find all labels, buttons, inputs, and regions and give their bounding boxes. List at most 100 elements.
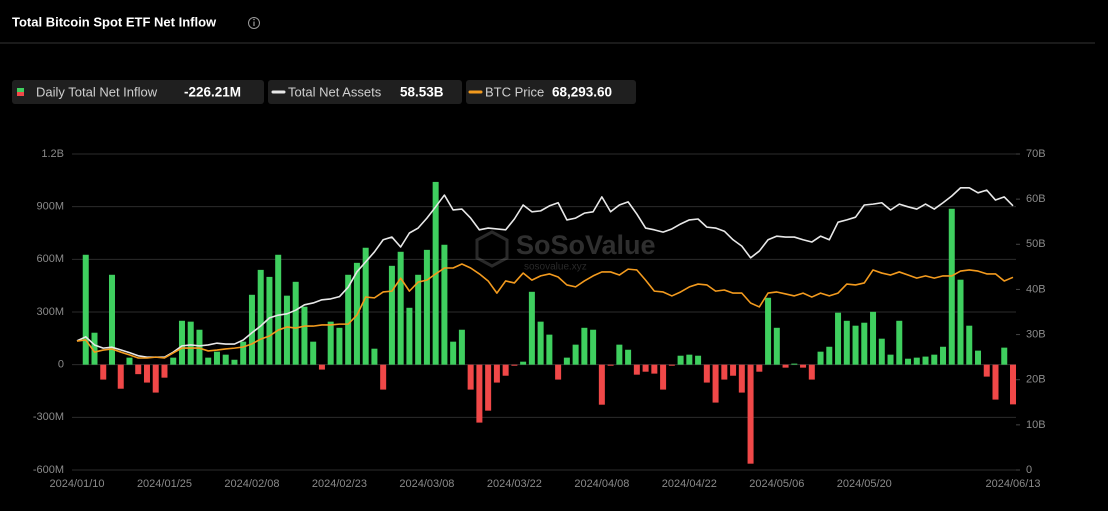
bar (738, 364, 745, 393)
y2-tick-label: 60B (1026, 193, 1046, 205)
y-tick-label: 0 (58, 359, 64, 371)
legend-item[interactable]: BTC Price 68,293.60 (466, 80, 636, 104)
bar (187, 321, 194, 365)
bar (843, 320, 850, 365)
bar (213, 351, 220, 365)
bar (222, 354, 229, 365)
bar (205, 357, 212, 365)
y2-tick-label: 10B (1026, 419, 1046, 431)
legend-label: Total Net Assets (288, 84, 382, 99)
bar (983, 364, 990, 377)
bar (931, 354, 938, 365)
watermark: SoSoValue sosovalue.xyz (475, 230, 656, 273)
bar (686, 354, 693, 365)
grid: 1.2B 900M 600M 300M 0 -300M -600M 70B 60B 50B 40B 3… (33, 148, 1046, 490)
bar (135, 364, 142, 375)
bar (695, 355, 702, 365)
bar (940, 346, 947, 365)
bar (808, 364, 815, 380)
bar (555, 364, 562, 380)
bar (450, 341, 457, 365)
legend-label: BTC Price (485, 84, 544, 99)
bar (82, 254, 89, 365)
x-tick-label: 2024/02/23 (312, 478, 367, 490)
bar (511, 364, 518, 366)
x-tick-label: 2024/05/06 (749, 478, 804, 490)
watermark-brand: SoSoValue (516, 230, 656, 260)
legend-value: 68,293.60 (552, 85, 612, 100)
bar (791, 363, 798, 365)
bar (108, 274, 115, 365)
bar (905, 358, 912, 365)
bar (992, 364, 999, 400)
bar (240, 341, 247, 365)
bar (633, 364, 640, 375)
bar (380, 364, 387, 390)
y2-tick-label: 40B (1026, 283, 1046, 295)
bar (975, 350, 982, 365)
bar (318, 364, 325, 370)
bar (616, 344, 623, 365)
bar (896, 320, 903, 365)
bar (817, 351, 824, 365)
bar (861, 322, 868, 365)
bar (572, 344, 579, 365)
bar (800, 364, 807, 368)
y-tick-label: 900M (36, 201, 64, 213)
bar (913, 357, 920, 365)
bar (756, 364, 763, 372)
bar (721, 364, 728, 380)
bar (520, 361, 527, 365)
bar (161, 364, 168, 378)
bar (336, 327, 343, 365)
bar (703, 364, 710, 383)
bar (126, 357, 133, 365)
bar (178, 320, 185, 365)
bar (248, 294, 255, 365)
bar (467, 364, 474, 390)
x-tick-label: 2024/03/22 (487, 478, 542, 490)
bar (345, 274, 352, 365)
bar (388, 265, 395, 365)
bar (782, 364, 789, 368)
y-tick-label: 1.2B (41, 148, 64, 160)
bar (283, 295, 290, 365)
bar (266, 276, 273, 365)
bar (826, 346, 833, 365)
bar (441, 244, 448, 365)
legend-label: Daily Total Net Inflow (36, 84, 158, 99)
bar (310, 341, 317, 365)
info-icon[interactable] (248, 17, 260, 29)
y2-tick-label: 30B (1026, 328, 1046, 340)
x-tick-label: 2024/04/22 (662, 478, 717, 490)
bar (590, 329, 597, 365)
x-tick-label: 2024/01/10 (49, 478, 104, 490)
legend-item[interactable]: Total Net Assets 58.53B (268, 80, 462, 104)
bar (152, 364, 159, 393)
bar (712, 364, 719, 403)
bar (476, 364, 483, 423)
bar (852, 325, 859, 365)
chart-title: Total Bitcoin Spot ETF Net Inflow (12, 14, 217, 29)
bar (651, 364, 658, 374)
bar (563, 357, 570, 365)
bar (275, 254, 282, 365)
legend: Daily Total Net Inflow -226.21M Total Ne… (12, 80, 636, 104)
bar (598, 364, 605, 405)
bar (371, 348, 378, 365)
bar (607, 364, 614, 366)
bar (415, 274, 422, 365)
bar (397, 251, 404, 365)
legend-item[interactable]: Daily Total Net Inflow -226.21M (12, 80, 264, 104)
plot (76, 181, 1016, 464)
x-tick-label: 2024/01/25 (137, 478, 192, 490)
bar (493, 364, 500, 383)
bar (423, 249, 430, 365)
x-tick-label: 2024/05/20 (837, 478, 892, 490)
watermark-site: sosovalue.xyz (524, 262, 587, 273)
bar (117, 364, 124, 389)
bar (100, 364, 107, 380)
bar (502, 364, 509, 376)
